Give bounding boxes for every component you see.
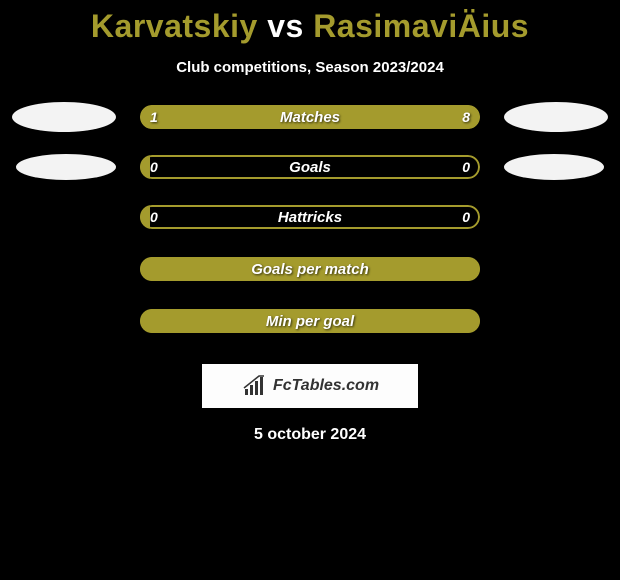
player1-bubble xyxy=(16,154,116,180)
stat-value-right: 0 xyxy=(462,159,470,175)
stat-row: 0 Goals 0 xyxy=(0,154,620,180)
stat-label: Min per goal xyxy=(266,313,354,330)
stats-container: 1 Matches 8 0 Goals 0 0 Hattricks 0 Goals per mat… xyxy=(0,102,620,336)
stat-bar: Min per goal xyxy=(140,309,480,333)
stat-bar: 1 Matches 8 xyxy=(140,105,480,129)
bar-fill-right xyxy=(201,105,480,129)
chart-icon xyxy=(241,375,269,397)
player2-bubble xyxy=(504,154,604,180)
stat-bar: Goals per match xyxy=(140,257,480,281)
stat-bar: 0 Goals 0 xyxy=(140,155,480,179)
stat-value-right: 8 xyxy=(462,109,470,125)
stat-row: 1 Matches 8 xyxy=(0,102,620,132)
date-text: 5 october 2024 xyxy=(0,426,620,444)
stat-label: Matches xyxy=(280,109,340,126)
player1-name: Karvatskiy xyxy=(91,8,258,44)
stat-value-left: 0 xyxy=(150,209,158,225)
player2-bubble xyxy=(504,102,608,132)
stat-value-right: 0 xyxy=(462,209,470,225)
stat-row: Goals per match xyxy=(0,254,620,284)
stat-label: Goals per match xyxy=(251,261,369,278)
stat-value-left: 1 xyxy=(150,109,158,125)
season-subtitle: Club competitions, Season 2023/2024 xyxy=(0,59,620,76)
stat-bar: 0 Hattricks 0 xyxy=(140,205,480,229)
vs-text: vs xyxy=(267,8,304,44)
stat-row: 0 Hattricks 0 xyxy=(0,202,620,232)
player1-bubble xyxy=(12,102,116,132)
player2-name: RasimaviÄius xyxy=(313,8,529,44)
bar-fill-left xyxy=(140,205,150,229)
stat-value-left: 0 xyxy=(150,159,158,175)
stat-row: Min per goal xyxy=(0,306,620,336)
comparison-title: Karvatskiy vs RasimaviÄius xyxy=(0,0,620,45)
stat-label: Goals xyxy=(289,159,331,176)
stat-label: Hattricks xyxy=(278,209,342,226)
attribution-badge: FcTables.com xyxy=(202,364,418,408)
bar-fill-left xyxy=(140,155,150,179)
attribution-text: FcTables.com xyxy=(273,377,379,395)
